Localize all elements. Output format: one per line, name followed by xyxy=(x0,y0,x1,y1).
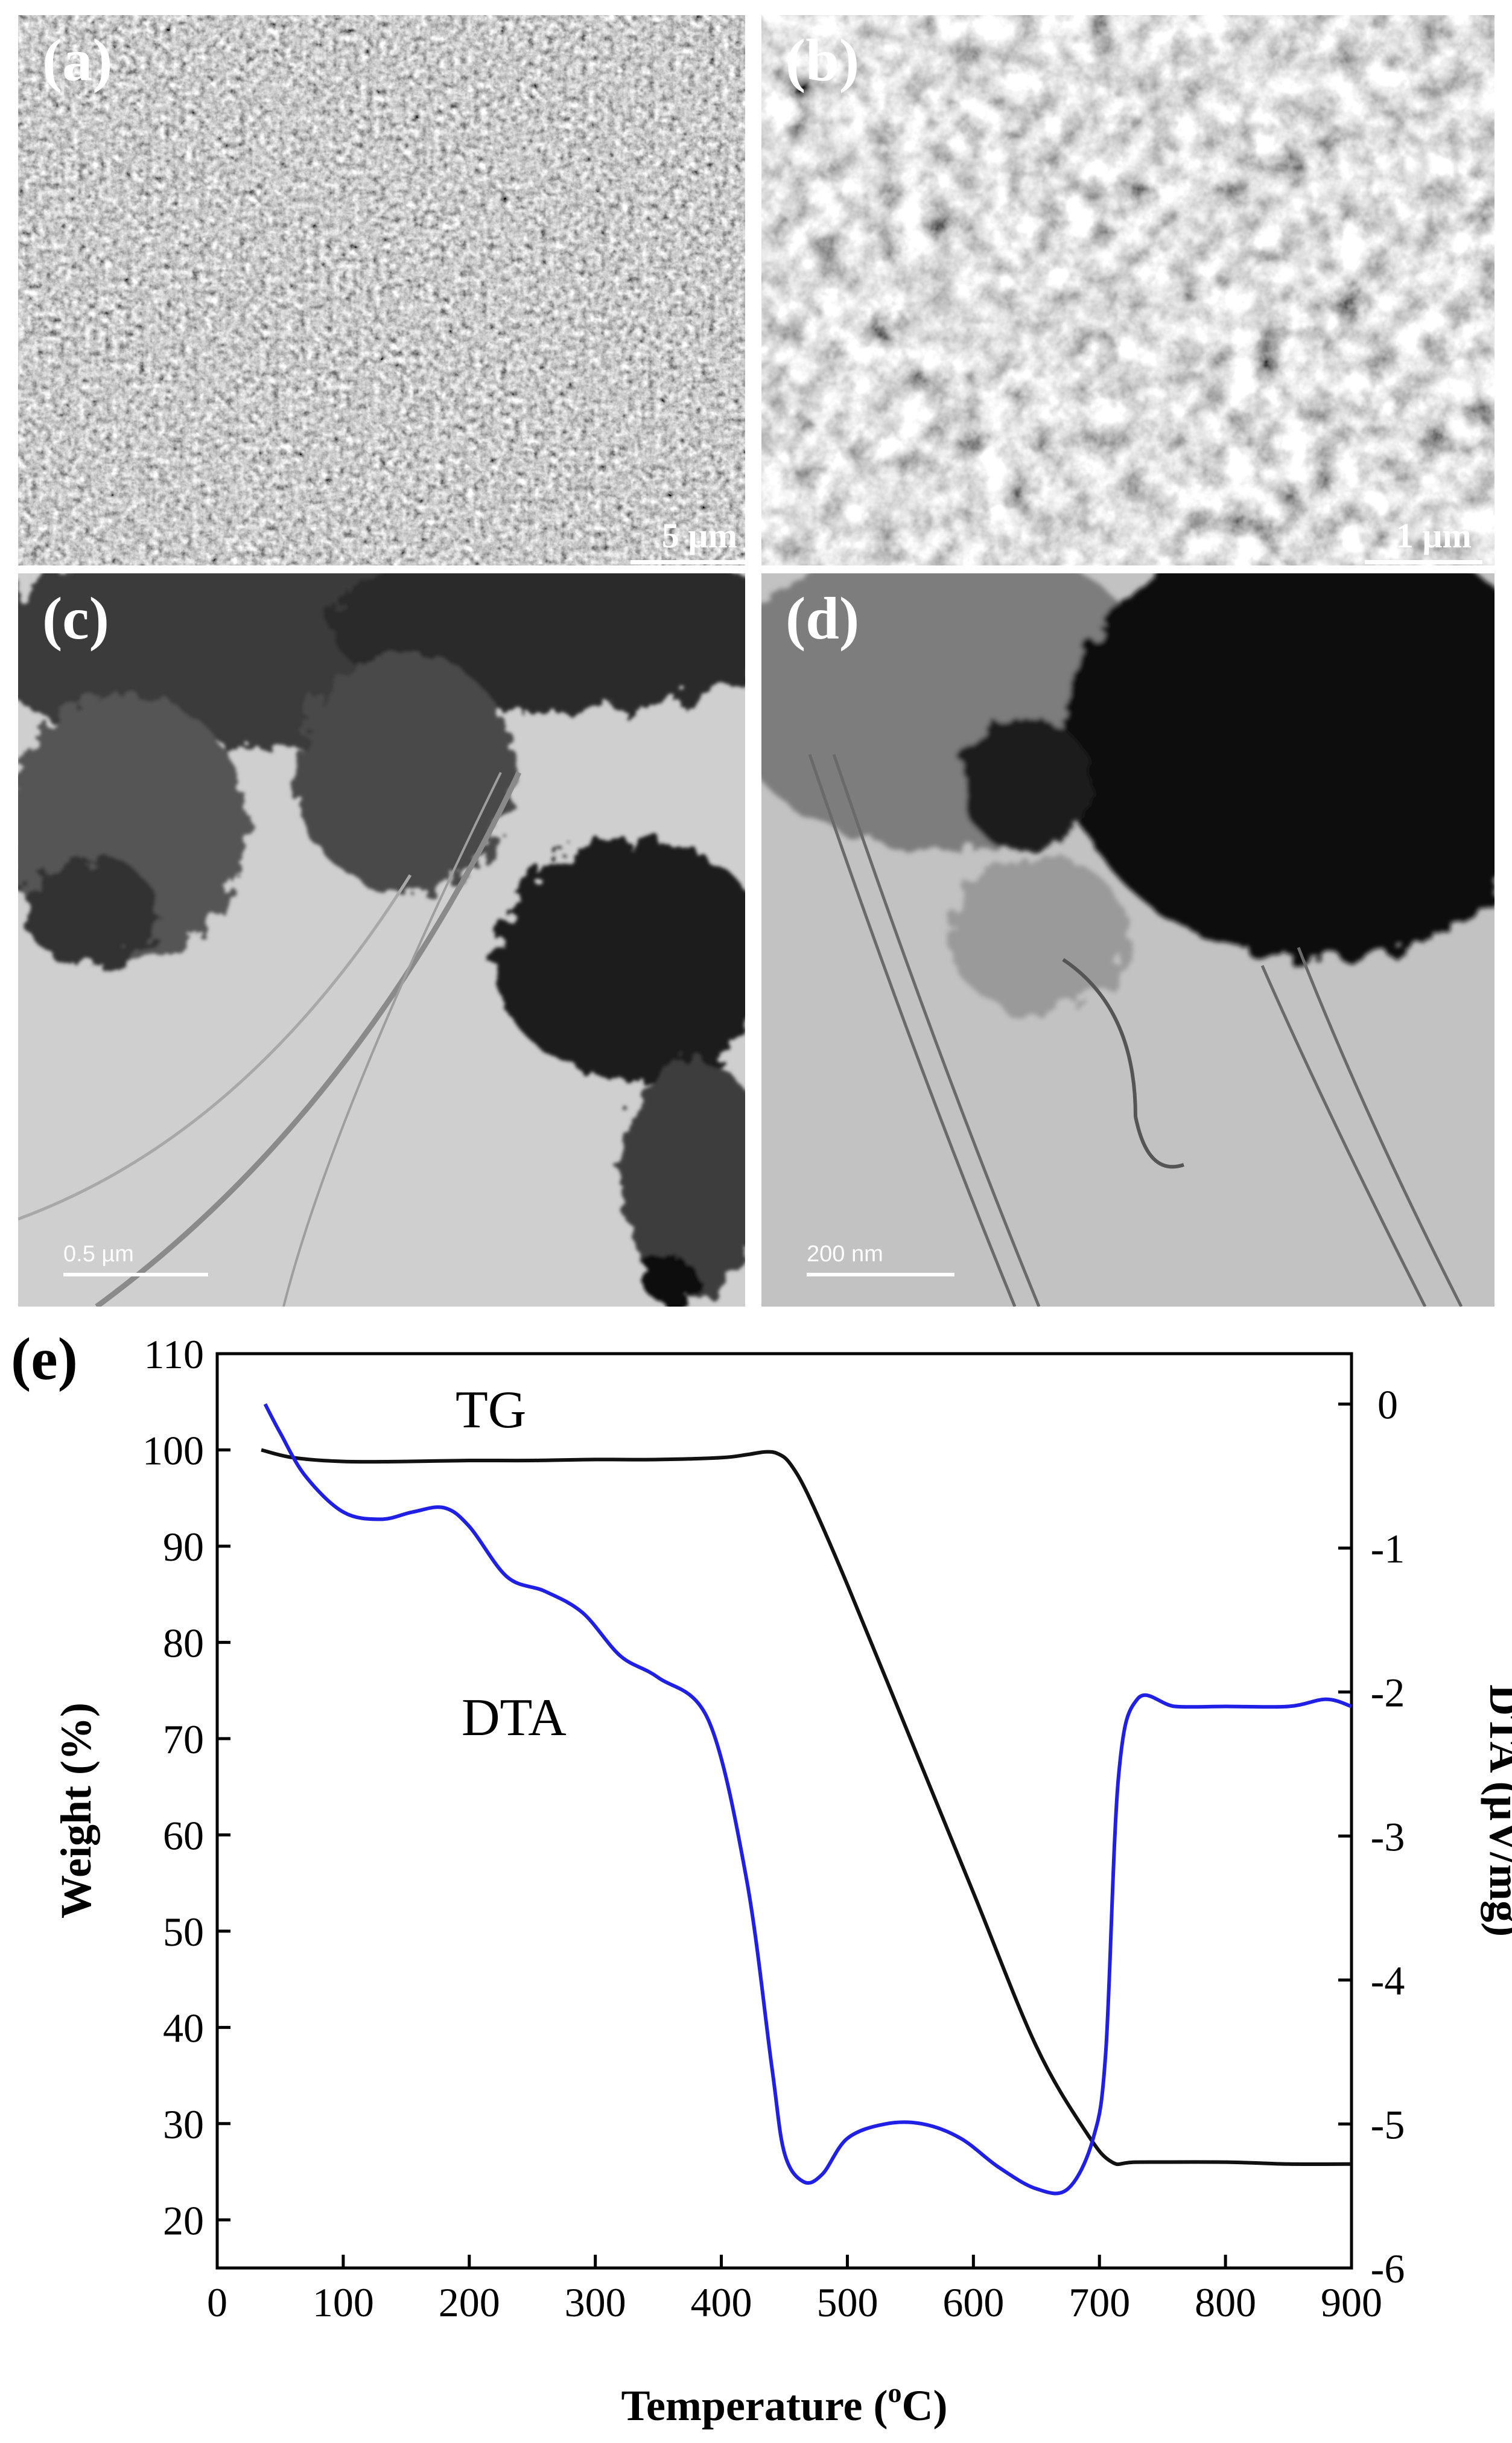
x-tick-label: 500 xyxy=(816,2279,878,2325)
x-tick-label: 300 xyxy=(565,2279,626,2325)
y-tick-label: 30 xyxy=(163,2101,204,2147)
annotation-tg: TG xyxy=(456,1381,526,1439)
x-tick-label: 100 xyxy=(313,2279,374,2325)
tem-image-c xyxy=(18,573,745,1307)
scale-bar-label: 5 µm xyxy=(661,516,737,555)
y-tick-label: 110 xyxy=(144,1331,204,1377)
x-axis-label: Temperature (oC) xyxy=(621,2377,948,2430)
x-tick-label: 0 xyxy=(207,2279,227,2325)
x-tick-label: 600 xyxy=(942,2279,1004,2325)
tg-dta-chart: (e) 0 100 200 300 400 500 600 700 800 900 2030405… xyxy=(11,1325,1512,2430)
panel-d: (d) 200 nm xyxy=(761,573,1495,1307)
x-tick-label: 900 xyxy=(1321,2279,1382,2325)
y2-tick-label: 0 xyxy=(1377,1382,1398,1428)
panel-label: (b) xyxy=(786,27,860,94)
y2-tick-label: -2 xyxy=(1371,1670,1405,1716)
scale-bar: 200 nm xyxy=(807,1228,955,1276)
panel-label: (d) xyxy=(786,585,860,652)
panel-label: (c) xyxy=(42,585,109,652)
panel-a: (a) 5 µm xyxy=(18,15,745,565)
panel-b: (b) 1 µm xyxy=(761,15,1495,565)
y2-tick-label: -4 xyxy=(1371,1958,1405,2004)
series-line-dta xyxy=(263,1403,1352,2196)
x-axis: 0 100 200 300 400 500 600 700 800 900 xyxy=(207,2255,1382,2325)
y2-axis-label: DTA (µV/mg) xyxy=(1481,1684,1512,1937)
y-tick-label: 50 xyxy=(163,1909,204,1955)
x-tick-label: 200 xyxy=(439,2279,500,2325)
x-tick-label: 400 xyxy=(691,2279,752,2325)
y-tick-label: 80 xyxy=(163,1620,204,1666)
y-axis-left: 20 30 40 50 60 70 80 90 100 110 xyxy=(142,1331,230,2243)
y-tick-label: 90 xyxy=(163,1524,204,1570)
y2-tick-label: -3 xyxy=(1371,1814,1405,1859)
x-tick-label: 700 xyxy=(1069,2279,1130,2325)
y-axis-label: Weight (%) xyxy=(52,1702,100,1919)
annotation-dta: DTA xyxy=(462,1689,567,1747)
scale-bar-label: 200 nm xyxy=(807,1241,883,1267)
sem-image-a xyxy=(18,15,745,565)
y-axis-right: 0 -1 -2 -3 -4 -5 -6 xyxy=(1338,1382,1405,2292)
scale-bar: 5 µm xyxy=(631,498,745,564)
y-tick-label: 60 xyxy=(163,1812,204,1858)
panel-c: (c) 0.5 µm xyxy=(18,573,745,1307)
scale-bar: 0.5 µm xyxy=(63,1228,208,1276)
panel-label: (e) xyxy=(11,1325,78,1392)
scale-bar-label: 1 µm xyxy=(1396,516,1472,555)
scale-bar-line xyxy=(63,1273,208,1276)
y-tick-label: 70 xyxy=(163,1716,204,1762)
series-line-tg xyxy=(261,1448,1352,2167)
y-tick-label: 20 xyxy=(163,2197,204,2243)
sem-image-b xyxy=(761,15,1495,565)
scale-bar-line xyxy=(1365,560,1482,564)
y2-tick-label: -5 xyxy=(1371,2101,1405,2147)
x-tick-label: 800 xyxy=(1195,2279,1256,2325)
y-tick-label: 100 xyxy=(142,1427,204,1473)
tem-image-d xyxy=(761,573,1495,1307)
plot-frame xyxy=(215,1352,1353,2270)
scale-bar: 1 µm xyxy=(1365,498,1482,564)
y2-tick-label: -6 xyxy=(1371,2246,1405,2292)
scale-bar-line xyxy=(807,1273,955,1276)
y-tick-label: 40 xyxy=(163,2005,204,2051)
scale-bar-line xyxy=(631,560,745,564)
panel-label: (a) xyxy=(42,27,113,94)
scale-bar-label: 0.5 µm xyxy=(63,1241,134,1267)
y2-tick-label: -1 xyxy=(1371,1526,1405,1572)
